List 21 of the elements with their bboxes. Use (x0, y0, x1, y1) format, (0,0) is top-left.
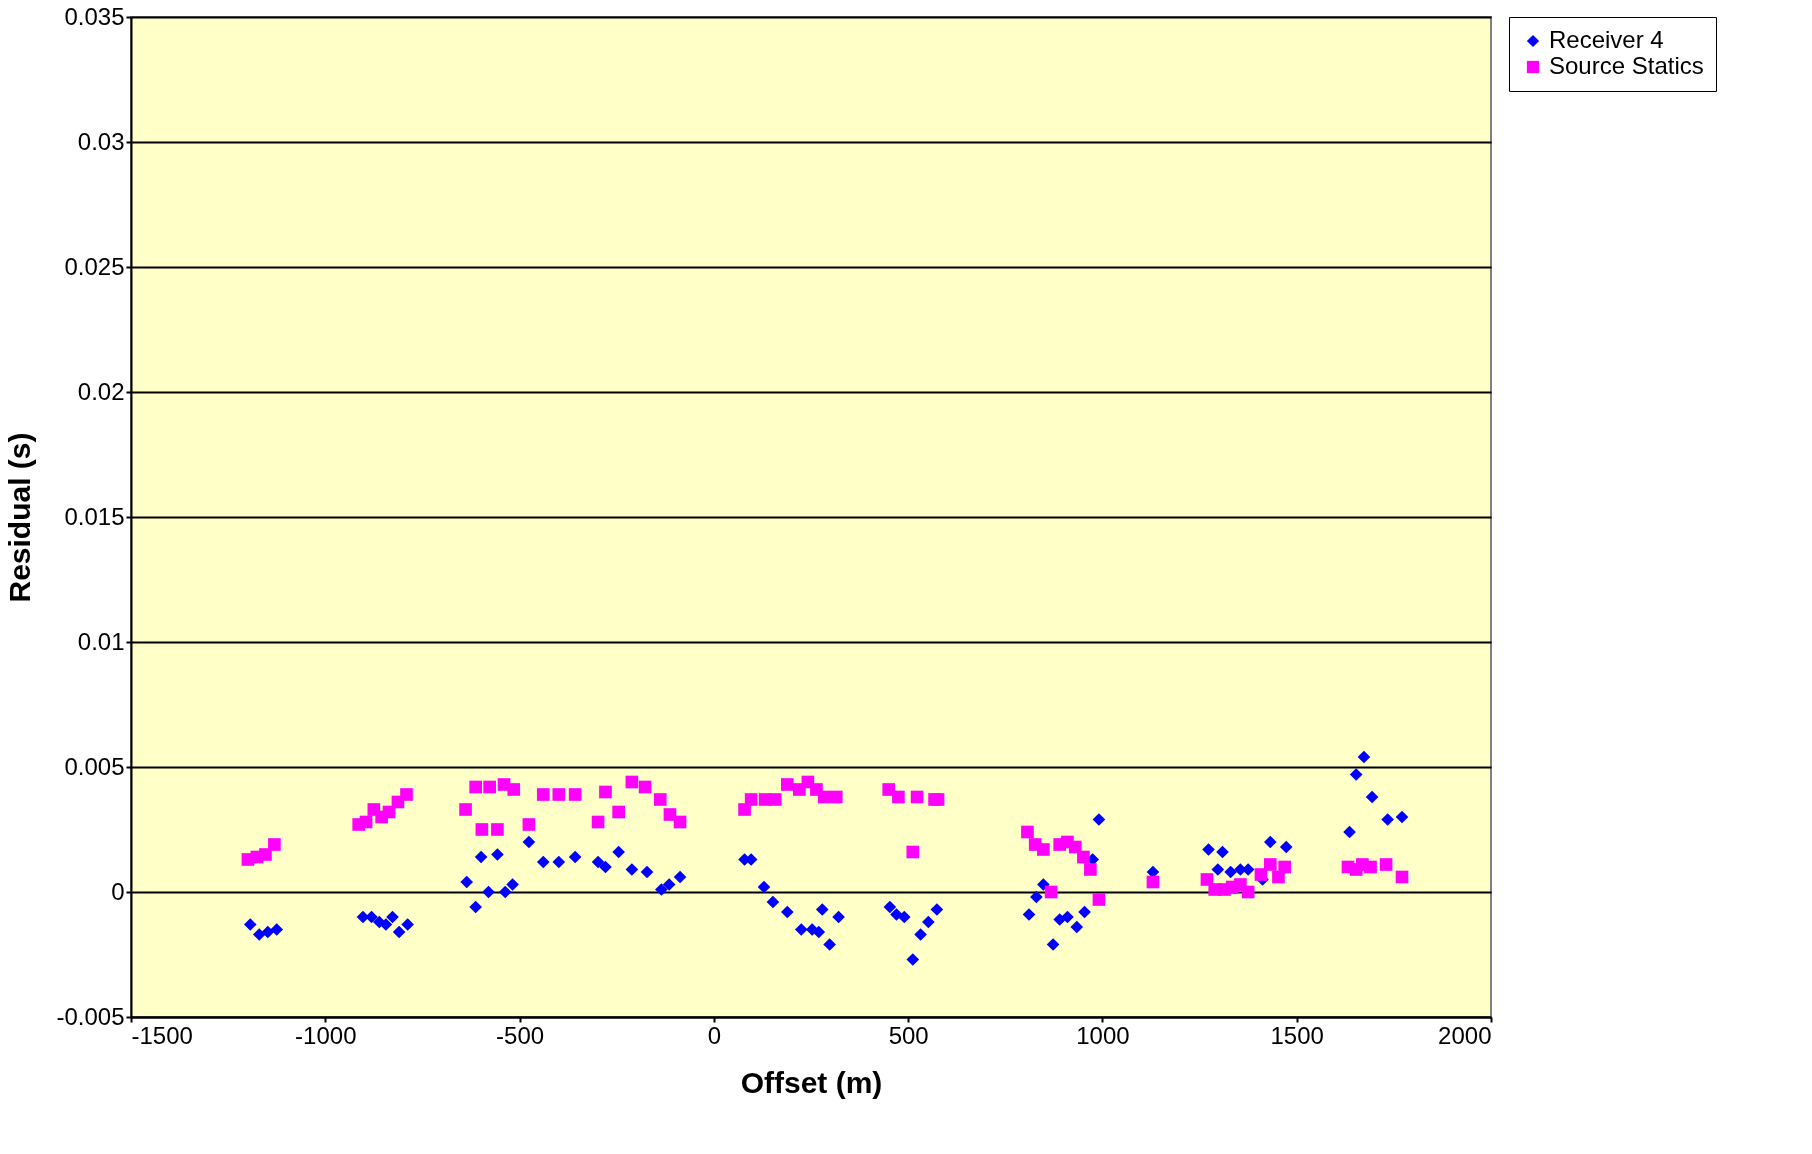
x-tick-label: 1500 (1270, 1021, 1324, 1049)
x-tick-label: 500 (888, 1021, 929, 1049)
x-tick-label: 1000 (1076, 1021, 1130, 1049)
y-tick-label: -0.005 (56, 1002, 125, 1030)
legend-label: Source Statics (1549, 52, 1704, 79)
x-tick-label: 0 (707, 1021, 722, 1049)
x-axis-title: Offset (m) (740, 1065, 883, 1099)
y-axis-title: Residual (s) (3, 432, 37, 603)
y-tick-label: 0.025 (64, 252, 125, 280)
y-tick-label: 0 (111, 877, 125, 905)
legend-label: Receiver 4 (1549, 26, 1664, 53)
y-tick-label: 0.02 (77, 377, 125, 405)
y-tick-label: 0.035 (64, 2, 125, 30)
x-tick-label: -1000 (295, 1021, 357, 1049)
x-tick-label: 2000 (1438, 1021, 1492, 1049)
x-tick-label: -500 (496, 1021, 545, 1049)
x-tick-label: -1500 (131, 1021, 193, 1049)
y-tick-label: 0.01 (77, 627, 125, 655)
y-tick-label: 0.03 (77, 127, 125, 155)
y-tick-label: 0.015 (64, 502, 125, 530)
y-tick-label: 0.005 (64, 752, 125, 780)
